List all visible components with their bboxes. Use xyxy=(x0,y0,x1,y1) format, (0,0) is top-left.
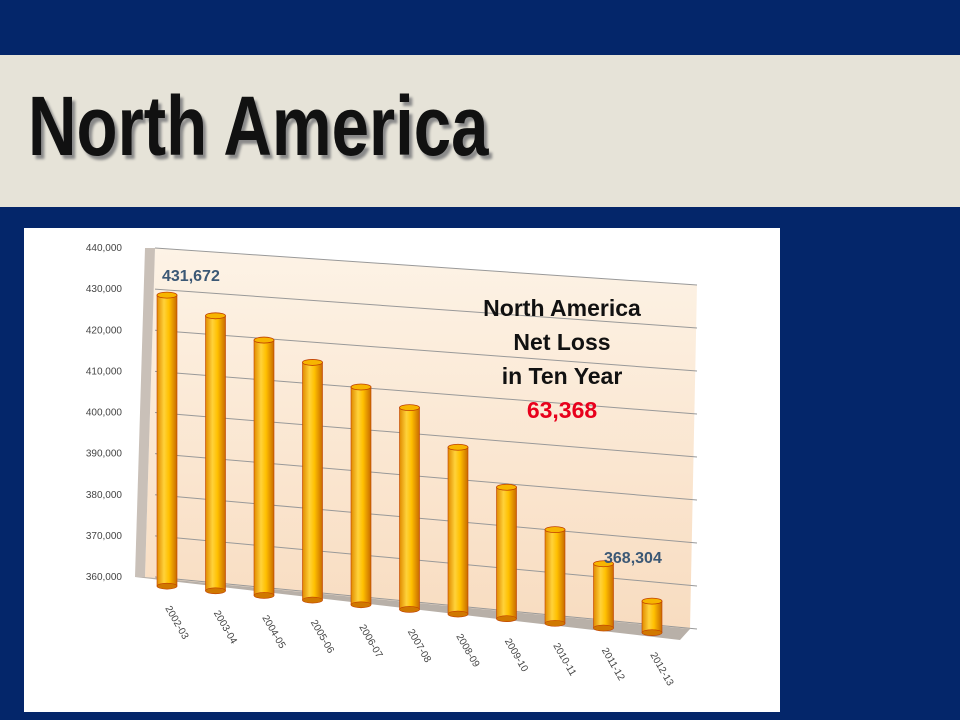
bar-base xyxy=(156,582,178,590)
y-tick-label: 370,000 xyxy=(86,531,123,542)
y-tick-label: 400,000 xyxy=(86,408,123,419)
x-tick-label: 2002-03 xyxy=(162,604,190,642)
bar-cap xyxy=(447,443,469,451)
bar-cap xyxy=(302,359,323,366)
bar-base xyxy=(205,587,226,595)
bar xyxy=(205,315,226,592)
bar-base xyxy=(641,629,663,636)
bar-cap xyxy=(399,404,420,411)
annotation-line: North America xyxy=(483,295,641,321)
bar xyxy=(496,486,517,620)
grid-line xyxy=(154,370,698,415)
bar-cap xyxy=(156,291,178,299)
bar-base xyxy=(447,610,469,618)
x-tick-label: 2011-12 xyxy=(599,646,627,683)
annotation-line: in Ten Year xyxy=(502,363,623,389)
bar-base xyxy=(544,620,566,627)
x-tick-label: 2008-09 xyxy=(453,632,481,670)
grid-line xyxy=(154,288,698,329)
annotation-highlight: 63,368 xyxy=(527,397,598,423)
bar-cap xyxy=(496,483,517,491)
grid-line xyxy=(154,453,698,501)
bar xyxy=(641,600,663,633)
bar xyxy=(253,339,275,596)
y-tick-label: 430,000 xyxy=(86,284,123,295)
bar xyxy=(593,563,614,629)
data-label: 431,672 xyxy=(162,268,220,285)
x-tick-label: 2004-05 xyxy=(259,613,287,651)
bar-base xyxy=(399,606,420,613)
y-tick-label: 360,000 xyxy=(86,572,123,583)
y-tick-label: 390,000 xyxy=(86,449,123,460)
bar-base xyxy=(302,596,323,604)
x-tick-label: 2007-08 xyxy=(405,627,433,665)
side-wall xyxy=(135,248,155,577)
data-label: 368,304 xyxy=(604,550,662,567)
bar xyxy=(544,529,566,624)
bar-base xyxy=(350,601,372,609)
x-tick-label: 2005-06 xyxy=(308,618,336,656)
x-tick-label: 2006-07 xyxy=(356,623,384,661)
grid-line xyxy=(154,412,698,458)
bar xyxy=(350,386,372,606)
y-tick-label: 410,000 xyxy=(86,366,123,377)
chart: 360,000 370,000 380,000 390,000 400,000 410,0… xyxy=(86,243,698,689)
grid-line xyxy=(154,494,698,544)
bar-cap xyxy=(544,526,566,534)
slide-title: North America xyxy=(28,79,489,173)
bar-cap xyxy=(253,336,275,344)
bar xyxy=(302,362,323,601)
bar-cap xyxy=(205,312,226,320)
y-tick-label: 420,000 xyxy=(86,325,123,336)
x-tick-label: 2012-13 xyxy=(647,651,675,689)
bar-base xyxy=(593,624,614,632)
x-tick-label: 2009-10 xyxy=(502,637,530,675)
annotation-line: Net Loss xyxy=(513,329,610,355)
bar-base xyxy=(496,615,517,623)
grid-line xyxy=(154,329,698,372)
bar-base xyxy=(253,592,275,599)
y-tick-label: 380,000 xyxy=(86,490,123,501)
y-tick-label: 440,000 xyxy=(86,243,123,254)
bar-cap xyxy=(593,560,614,568)
bar xyxy=(447,446,469,615)
x-tick-label: 2010-11 xyxy=(550,641,578,678)
chart-panel: 360,000 370,000 380,000 390,000 400,000 410,0… xyxy=(24,228,780,712)
bar-cap xyxy=(350,383,372,391)
grid-line xyxy=(154,247,698,286)
x-tick-label: 2003-04 xyxy=(211,609,239,647)
bar xyxy=(156,294,178,587)
bar xyxy=(399,407,420,610)
title-band xyxy=(0,55,960,207)
bar-cap xyxy=(641,597,663,605)
